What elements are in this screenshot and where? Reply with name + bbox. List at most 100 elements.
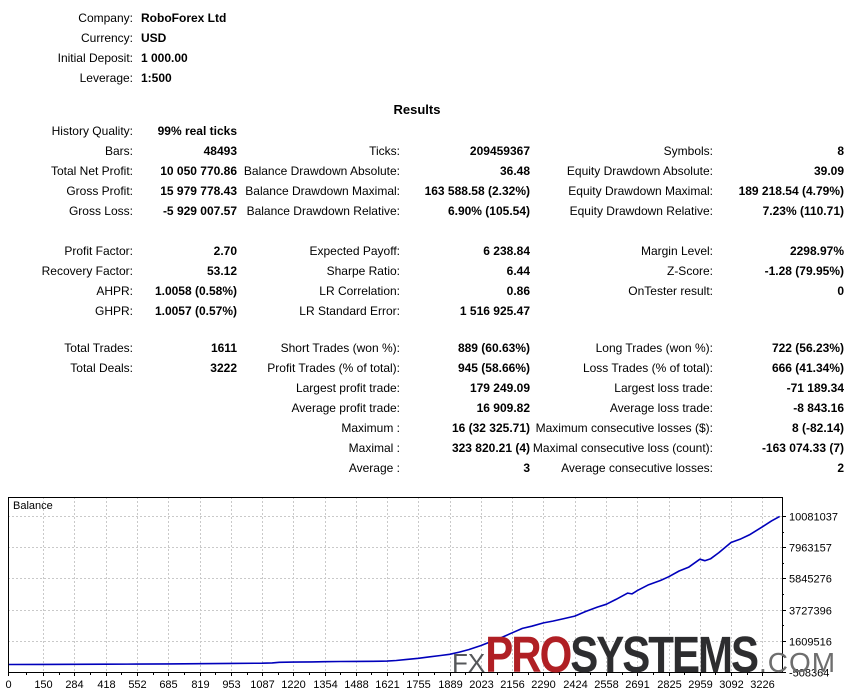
stat-value: 6 238.84 (483, 244, 530, 258)
stat-label: LR Correlation: (319, 284, 400, 298)
stats-group: Profit Factor: 2.70 Expected Payoff: 6 238.… (0, 241, 844, 321)
stat-value: 6.44 (506, 264, 530, 278)
x-tick-label: 150 (34, 679, 52, 691)
x-tick-label: 1354 (313, 679, 337, 691)
y-tick-label: 7963157 (789, 543, 832, 555)
stat-value: 1611 (210, 341, 237, 355)
stat-label: Maximum : (341, 421, 400, 435)
stat-value (133, 418, 237, 438)
stat-row: GHPR: 1.0057 (0.57%) LR Standard Error: 1 5… (0, 301, 844, 321)
stat-value: 0 (837, 284, 844, 298)
info-row: Currency: USD (0, 28, 226, 48)
stat-label: Gross Profit: (66, 184, 133, 198)
stat-label: Equity Drawdown Absolute: (566, 164, 713, 178)
x-tick-label: 1621 (375, 679, 399, 691)
stat-row: History Quality: 99% real ticks (0, 121, 844, 141)
x-tick-label: 819 (191, 679, 209, 691)
stat-value: -1.28 (79.95%) (764, 264, 844, 278)
stat-label: Balance Drawdown Relative: (246, 204, 400, 218)
stats-group: History Quality: 99% real ticks Bars: 48493… (0, 121, 844, 221)
stat-value: 16 909.82 (476, 401, 530, 415)
stat-label: Z-Score: (666, 264, 713, 278)
x-tick-label: 1220 (281, 679, 305, 691)
stat-value: 163 588.58 (2.32%) (424, 184, 530, 198)
stat-row: Average profit trade: 16 909.82 Average lo… (0, 398, 844, 418)
stat-label: Recovery Factor: (41, 264, 133, 278)
stat-label: GHPR: (94, 304, 133, 318)
stat-label (237, 121, 400, 141)
stat-value: 179 249.09 (469, 381, 530, 395)
watermark-pro: PRO (485, 625, 572, 683)
stat-label: Profit Factor: (64, 244, 133, 258)
info-value: RoboForex Ltd (141, 11, 227, 25)
chart-legend-balance: Balance (13, 500, 53, 512)
stat-label: Symbols: (663, 144, 713, 158)
stat-value: 10 050 770.86 (160, 164, 237, 178)
info-row: Leverage: 1:500 (0, 68, 226, 88)
stat-label: Maximum consecutive losses ($): (535, 421, 713, 435)
info-row: Company: RoboForex Ltd (0, 8, 226, 28)
stat-value: 189 218.54 (4.79%) (738, 184, 844, 198)
info-label: Currency: (80, 31, 133, 45)
stat-value: -71 189.34 (786, 381, 844, 395)
stat-value: 323 820.21 (4) (451, 441, 530, 455)
info-row: Initial Deposit: 1 000.00 (0, 48, 226, 68)
watermark: FX PRO SYSTEMS .COM (452, 626, 836, 683)
stat-row: Total Deals: 3222 Profit Trades (% of tota… (0, 358, 844, 378)
stat-value: 3 (523, 461, 530, 475)
stat-value: 15 979 778.43 (160, 184, 237, 198)
stat-label: Average profit trade: (291, 401, 400, 415)
stat-label: Profit Trades (% of total): (267, 361, 400, 375)
stat-value: 1.0058 (0.58%) (154, 284, 237, 298)
stat-value (400, 121, 530, 141)
stat-value: 48493 (203, 144, 237, 158)
stat-value: 666 (41.34%) (771, 361, 844, 375)
stat-value (133, 378, 237, 398)
stat-label: Average loss trade: (609, 401, 713, 415)
stat-label: History Quality: (51, 124, 133, 138)
stats-table: History Quality: 99% real ticks Bars: 48493… (0, 121, 844, 478)
stat-label: AHPR: (96, 284, 133, 298)
stat-label: Long Trades (won %): (595, 341, 713, 355)
stat-value: 945 (58.66%) (457, 361, 530, 375)
stat-label: Equity Drawdown Maximal: (568, 184, 713, 198)
stat-row: Maximal : 323 820.21 (4) Maximal consecuti… (0, 438, 844, 458)
x-tick-label: 1755 (406, 679, 430, 691)
x-tick-label: 953 (222, 679, 240, 691)
info-label: Initial Deposit: (57, 51, 133, 65)
stat-label (0, 458, 133, 478)
stat-value: 2298.97% (789, 244, 844, 258)
x-tick-label: 685 (159, 679, 177, 691)
stat-row: Total Trades: 1611 Short Trades (won %): 88… (0, 338, 844, 358)
stat-label: Margin Level: (640, 244, 713, 258)
stat-label: Expected Payoff: (309, 244, 400, 258)
stat-value: 53.12 (206, 264, 237, 278)
stat-value: 3222 (210, 361, 237, 375)
info-label: Company: (78, 11, 133, 25)
stats-group: Total Trades: 1611 Short Trades (won %): 88… (0, 338, 844, 478)
header-info: Company: RoboForex Ltd Currency: USD Ini… (0, 8, 227, 88)
stat-row: Maximum : 16 (32 325.71) Maximum consecuti… (0, 418, 844, 438)
watermark-systems: SYSTEMS (570, 625, 759, 683)
stat-label: Equity Drawdown Relative: (569, 204, 713, 218)
stat-row: Gross Loss: -5 929 007.57 Balance Drawdown… (0, 201, 844, 221)
stat-label: Maximal : (348, 441, 400, 455)
stat-value: 6.90% (105.54) (447, 204, 530, 218)
stat-value (133, 458, 237, 478)
stat-value (133, 438, 237, 458)
stat-row: Recovery Factor: 53.12 Sharpe Ratio: 6.44 Z-… (0, 261, 844, 281)
stat-label: Short Trades (won %): (280, 341, 400, 355)
stat-label (0, 378, 133, 398)
stat-value: -5 929 007.57 (162, 204, 237, 218)
stat-label (0, 418, 133, 438)
stat-label: Ticks: (369, 144, 400, 158)
stat-label: Balance Drawdown Absolute: (243, 164, 400, 178)
x-tick-label: 1488 (344, 679, 368, 691)
stat-value: 8 (837, 144, 844, 158)
stat-value: -163 074.33 (7) (761, 441, 844, 455)
stat-label: Average consecutive losses: (561, 461, 713, 475)
stat-label (530, 301, 713, 321)
stat-label: Largest profit trade: (295, 381, 400, 395)
x-tick-label: 552 (128, 679, 146, 691)
